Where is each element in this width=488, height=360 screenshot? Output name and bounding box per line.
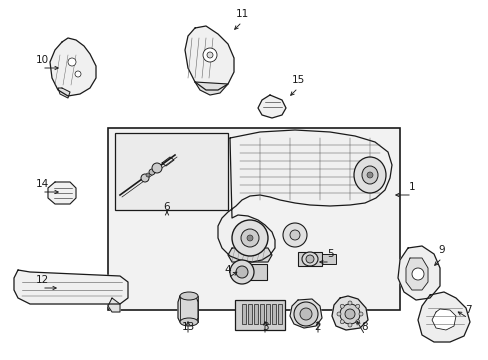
Ellipse shape [293, 302, 317, 326]
Polygon shape [218, 130, 391, 262]
Text: 6: 6 [163, 202, 170, 212]
Ellipse shape [203, 48, 217, 62]
Polygon shape [162, 157, 174, 166]
Ellipse shape [299, 308, 311, 320]
Polygon shape [289, 299, 321, 328]
Bar [247, 304, 251, 324]
Ellipse shape [336, 312, 340, 316]
Ellipse shape [411, 268, 423, 280]
Bar [278, 304, 282, 324]
Text: 13: 13 [181, 322, 194, 332]
Text: 8: 8 [361, 322, 367, 332]
Ellipse shape [361, 166, 377, 184]
Ellipse shape [305, 255, 313, 263]
Polygon shape [405, 258, 427, 290]
Text: 11: 11 [235, 9, 248, 19]
Text: 15: 15 [291, 75, 304, 85]
Polygon shape [184, 26, 234, 90]
Bar [265, 304, 269, 324]
Text: 14: 14 [35, 179, 48, 189]
Text: 2: 2 [314, 322, 321, 332]
Bar [271, 304, 275, 324]
Bar [253, 304, 258, 324]
Ellipse shape [355, 304, 359, 308]
Ellipse shape [206, 52, 213, 58]
Polygon shape [195, 82, 227, 95]
Polygon shape [14, 270, 128, 304]
Text: 1: 1 [408, 182, 414, 192]
Polygon shape [397, 246, 439, 300]
Ellipse shape [283, 223, 306, 247]
Ellipse shape [347, 301, 351, 305]
Polygon shape [227, 248, 271, 262]
Bar [244, 264, 266, 280]
Text: 3: 3 [261, 322, 268, 332]
Ellipse shape [353, 157, 385, 193]
Polygon shape [258, 95, 285, 118]
Polygon shape [178, 296, 198, 322]
Bar [115, 133, 227, 210]
Ellipse shape [358, 312, 362, 316]
Ellipse shape [302, 252, 317, 266]
Bar [235, 300, 285, 330]
Ellipse shape [141, 174, 149, 182]
Ellipse shape [340, 320, 344, 324]
Ellipse shape [355, 320, 359, 324]
Ellipse shape [339, 304, 359, 324]
Text: 9: 9 [438, 245, 445, 255]
Polygon shape [58, 88, 70, 98]
Bar [297, 252, 321, 266]
Ellipse shape [345, 309, 354, 319]
Polygon shape [417, 292, 469, 342]
Ellipse shape [75, 71, 81, 77]
Ellipse shape [152, 163, 162, 173]
Bar [242, 304, 245, 324]
Ellipse shape [366, 172, 372, 178]
Ellipse shape [180, 318, 198, 326]
Polygon shape [50, 38, 96, 96]
Ellipse shape [229, 260, 253, 284]
Polygon shape [431, 309, 455, 330]
Text: 10: 10 [35, 55, 48, 65]
Polygon shape [108, 298, 120, 312]
Text: 7: 7 [464, 305, 470, 315]
Text: 4: 4 [224, 265, 231, 275]
Ellipse shape [149, 169, 155, 175]
Ellipse shape [347, 323, 351, 327]
Polygon shape [331, 296, 367, 330]
Text: 12: 12 [35, 275, 48, 285]
Ellipse shape [231, 220, 267, 256]
Ellipse shape [180, 292, 198, 300]
Ellipse shape [246, 235, 252, 241]
Ellipse shape [68, 58, 76, 66]
Ellipse shape [340, 304, 344, 308]
Text: 5: 5 [326, 249, 333, 259]
Bar [321, 254, 335, 264]
Ellipse shape [241, 229, 259, 247]
Ellipse shape [146, 173, 150, 177]
Bar [108, 128, 399, 310]
Bar [260, 304, 264, 324]
Ellipse shape [236, 266, 247, 278]
Ellipse shape [289, 230, 299, 240]
Polygon shape [48, 182, 76, 204]
